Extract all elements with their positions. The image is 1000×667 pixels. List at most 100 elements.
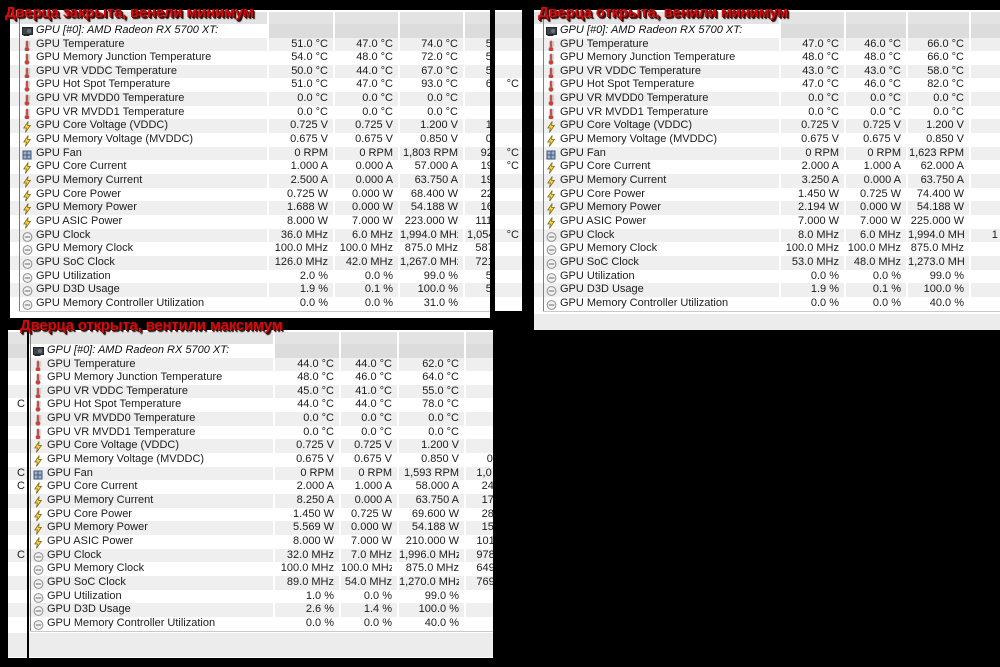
sensor-row[interactable]: GPU Core Power 1.450 W 0.725 W 69.600 W 28 [29,507,493,522]
value-minimum: 48.0 °C [356,51,393,64]
sensor-row[interactable]: GPU Core Power 0.725 W 0.000 W 68.400 W 22 [10,187,490,202]
column-separator [398,12,400,316]
sensor-row[interactable]: GPU VR MVDD0 Temperature 0.0 °C 0.0 °C 0.0 … [29,412,493,426]
thermometer-icon [546,93,556,106]
value-maximum: 1,803 RPM [402,146,458,159]
window-left-border [19,12,20,311]
table-bottom-line [30,630,493,632]
sensor-row[interactable]: GPU Core Current 1.000 A 0.000 A 57.000 A 19 [10,160,490,175]
sensor-row[interactable]: GPU Memory Current 3.250 A 0.000 A 63.750 A [534,174,1000,188]
sensor-row[interactable]: GPU ASIC Power 8.000 W 7.000 W 223.000 W 111 [10,214,490,229]
value-minimum: 41.0 °C [355,384,392,397]
sensor-row[interactable]: GPU Clock 36.0 MHz 6.0 MHz 1,994.0 MHz 1,054 [10,228,490,243]
sensor-label: GPU Hot Spot Temperature [560,78,695,91]
sensor-row[interactable]: GPU SoC Clock 126.0 MHz 42.0 MHz 1,267.0 MH… [10,255,490,270]
value-maximum: 82.0 °C [927,78,964,91]
column-separator [464,332,466,656]
sensor-row[interactable]: GPU Hot Spot Temperature 44.0 °C 44.0 °C 78… [29,398,493,413]
value-maximum: 93.0 °C [421,78,458,91]
device-group-row[interactable]: GPU [#0]: AMD Radeon RX 5700 XT: [10,24,490,38]
sensor-row[interactable]: GPU Fan 0 RPM 0 RPM 1,623 RPM [534,146,1000,161]
sensor-row[interactable]: GPU SoC Clock 53.0 MHz 48.0 MHz 1,273.0 MHz [534,255,1000,270]
sensor-row[interactable]: GPU D3D Usage 2.6 % 1.4 % 100.0 % [29,603,493,617]
sensor-row[interactable]: GPU Memory Junction Temperature 48.0 °C 46… [29,371,493,386]
sensor-row[interactable]: GPU Temperature 44.0 °C 44.0 °C 62.0 °C [29,357,493,372]
sensor-row[interactable]: GPU Clock 32.0 MHz 7.0 MHz 1,996.0 MHz 978 [29,548,493,563]
sensor-row[interactable]: GPU Core Voltage (VDDC) 0.725 V 0.725 V 1.2… [10,119,490,134]
value-maximum: 875.0 MHz [910,242,964,255]
value-current: 100.0 MHz [785,242,839,255]
sensor-row[interactable]: GPU Core Voltage (VDDC) 0.725 V 0.725 V 1.2… [29,439,493,454]
sensor-row[interactable]: GPU Memory Controller Utilization 0.0 % 0.… [29,616,493,631]
sensor-row[interactable]: GPU Memory Clock 100.0 MHz 100.0 MHz 875.0 … [10,242,490,256]
value-maximum: 40.0 % [929,296,964,309]
sensor-row[interactable]: GPU Hot Spot Temperature 47.0 °C 46.0 °C 82… [534,78,1000,93]
device-group-row[interactable]: GPU [#0]: AMD Radeon RX 5700 XT: [534,24,1000,38]
sensor-row[interactable]: GPU Utilization 1.0 % 0.0 % 99.0 % [29,589,493,604]
sensor-row[interactable]: GPU VR MVDD0 Temperature 0.0 °C 0.0 °C 0.0 … [534,92,1000,106]
sensor-row[interactable]: GPU Hot Spot Temperature 51.0 °C 47.0 °C 93… [10,78,490,93]
value-minimum: 0.0 % [363,616,392,629]
sensor-row[interactable]: GPU VR MVDD1 Temperature 0.0 °C 0.0 °C 0.0 … [534,105,1000,120]
value-current: 2.6 % [305,603,334,616]
clock-icon [546,298,557,310]
value-current: 0 RPM [805,146,839,159]
sensor-row[interactable]: GPU Memory Voltage (MVDDC) 0.675 V 0.675 V… [10,133,490,147]
sensor-row[interactable]: GPU Memory Controller Utilization 0.0 % 0.… [10,296,490,311]
device-group-row[interactable]: GPU [#0]: AMD Radeon RX 5700 XT: [29,344,493,358]
value-current: 89.0 MHz [286,575,334,588]
bolt-icon [33,440,43,454]
sensor-row[interactable]: GPU Utilization 2.0 % 0.0 % 99.0 % 5 [10,269,490,284]
value-average-clipped: 1,054 [467,228,490,241]
sensor-row[interactable]: GPU VR MVDD1 Temperature 0.0 °C 0.0 °C 0.0 … [29,425,493,440]
sensor-row[interactable]: GPU D3D Usage 1.9 % 0.1 % 100.0 % [534,283,1000,297]
sensor-row[interactable]: GPU VR VDDC Temperature 43.0 °C 43.0 °C 58.… [534,64,1000,79]
sensor-row[interactable]: GPU Memory Controller Utilization 0.0 % 0.… [534,296,1000,311]
sensor-label: GPU Core Current [560,160,651,173]
value-current: 1.450 W [798,187,839,200]
value-minimum: 0.675 V [354,453,392,466]
sliver-stripe [495,146,522,161]
value-minimum: 0.0 °C [361,412,392,425]
sensor-row[interactable]: GPU Core Voltage (VDDC) 0.725 V 0.725 V 1.2… [534,119,1000,134]
value-minimum: 46.0 °C [864,78,901,91]
sensor-row[interactable]: GPU Core Current 2.000 A 1.000 A 62.000 A [534,160,1000,175]
sensor-row[interactable]: GPU VR VDDC Temperature 50.0 °C 44.0 °C 67.… [10,64,490,79]
sensor-row[interactable]: GPU Fan 0 RPM 0 RPM 1,803 RPM 92 [10,146,490,161]
value-maximum: 69.600 W [411,507,459,520]
sensor-row[interactable]: GPU Memory Power 1.688 W 0.000 W 54.188 W 16 [10,201,490,216]
sensor-row[interactable]: GPU Core Current 2.000 A 1.000 A 58.000 A 24 [29,480,493,495]
sensor-row[interactable]: GPU ASIC Power 7.000 W 7.000 W 225.000 W [534,214,1000,229]
value-minimum: 0.725 V [354,439,392,452]
sensor-row[interactable]: GPU Memory Voltage (MVDDC) 0.675 V 0.675 V… [534,133,1000,147]
sensor-row[interactable]: GPU Utilization 0.0 % 0.0 % 99.0 % [534,269,1000,284]
sensor-row[interactable]: GPU VR VDDC Temperature 45.0 °C 41.0 °C 55.… [29,384,493,399]
sensor-row[interactable]: GPU Memory Junction Temperature 54.0 °C 48… [10,51,490,66]
thermometer-icon [22,107,32,120]
value-current: 3.250 A [801,174,839,186]
sensor-row[interactable]: GPU VR MVDD1 Temperature 0.0 °C 0.0 °C 0.0 … [10,105,490,120]
sensor-row[interactable]: GPU Core Power 1.450 W 0.725 W 74.400 W [534,187,1000,202]
sensor-row[interactable]: GPU Fan 0 RPM 0 RPM 1,593 RPM 1,0 [29,466,493,481]
sensor-row[interactable]: GPU Temperature 51.0 °C 47.0 °C 74.0 °C 5 [10,37,490,52]
sensor-row[interactable]: GPU Memory Current 8.250 A 0.000 A 63.750 A… [29,494,493,508]
sensor-row[interactable]: GPU Memory Power 2.194 W 0.000 W 54.188 W [534,201,1000,216]
sensor-row[interactable]: GPU Clock 8.0 MHz 6.0 MHz 1,994.0 MHz 1 [534,228,1000,243]
sensor-row[interactable]: GPU SoC Clock 89.0 MHz 54.0 MHz 1,270.0 MHz… [29,575,493,590]
sensor-row[interactable]: GPU Memory Clock 100.0 MHz 100.0 MHz 875.0 … [534,242,1000,256]
sensor-row[interactable]: GPU Memory Junction Temperature 48.0 °C 48… [534,51,1000,66]
value-maximum: 64.0 °C [422,371,459,384]
sensor-row[interactable]: GPU Memory Power 5.569 W 0.000 W 54.188 W 15 [29,521,493,536]
value-average-clipped: 17 [481,494,493,506]
sensor-row[interactable]: GPU ASIC Power 8.000 W 7.000 W 210.000 W 101 [29,534,493,549]
sensor-row[interactable]: GPU Memory Clock 100.0 MHz 100.0 MHz 875.0 … [29,562,493,576]
sensor-row[interactable]: GPU VR MVDD0 Temperature 0.0 °C 0.0 °C 0.0 … [10,92,490,106]
value-current: 0.0 % [299,296,328,309]
sensor-row[interactable]: GPU Temperature 47.0 °C 46.0 °C 66.0 °C [534,37,1000,52]
sensor-label: GPU Temperature [47,357,136,370]
value-minimum: 46.0 °C [864,37,901,50]
sensor-row[interactable]: GPU D3D Usage 1.9 % 0.1 % 100.0 % 5 [10,283,490,297]
gpu-icon [22,24,33,36]
sensor-row[interactable]: GPU Memory Voltage (MVDDC) 0.675 V 0.675 V… [29,453,493,467]
sensor-row[interactable]: GPU Memory Current 2.500 A 0.000 A 63.750 A… [10,174,490,188]
